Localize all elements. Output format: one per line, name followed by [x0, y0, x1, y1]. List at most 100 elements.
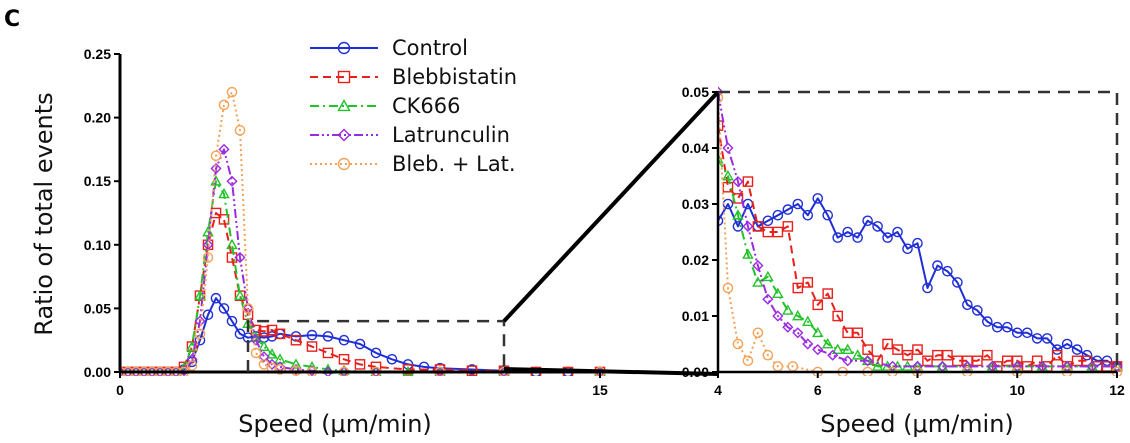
main-plot-area — [120, 86, 606, 376]
inset-point-control — [882, 232, 893, 243]
inset-x-tick-label: 10 — [1009, 382, 1025, 398]
inset-x-tick-label: 8 — [914, 382, 922, 398]
inset-point-control — [762, 215, 774, 227]
main-point-ck666 — [218, 187, 230, 199]
inset-point-bleb-lat — [762, 349, 774, 361]
inset-point-control — [842, 226, 853, 238]
inset-point-latrunculin — [772, 310, 784, 322]
inset-point-control — [802, 209, 814, 221]
main-point-ck666 — [234, 289, 246, 301]
zoom-connector-line-top — [502, 90, 720, 323]
main-point-bleb-lat — [202, 252, 214, 263]
inset-point-control — [1031, 333, 1043, 344]
inset-series-bleb-lat — [718, 92, 1123, 376]
inset-point-latrunculin — [862, 355, 874, 367]
inset-plot-area — [718, 86, 1123, 376]
main-point-blebbistatin — [218, 214, 230, 225]
inset-point-bleb-lat — [722, 282, 734, 294]
main-y-tick-label: 0.00 — [84, 364, 111, 380]
panel-label: C — [4, 7, 20, 32]
inset-point-ck666 — [742, 248, 754, 259]
inset-point-ck666 — [811, 326, 824, 338]
inset-chart: 0.00 0.01 0.02 0.03 0.04 0.05 4 6 8 10 12 Speed (μ… — [682, 84, 1125, 438]
inset-line-ck666 — [718, 158, 1117, 368]
inset-point-control — [972, 305, 983, 316]
inset-point-latrunculin — [827, 349, 839, 361]
inset-point-latrunculin — [752, 260, 764, 272]
inset-axes: 0.00 0.01 0.02 0.03 0.04 0.05 4 6 8 10 12 — [682, 84, 1125, 398]
main-series-ck666 — [120, 175, 606, 376]
main-point-ck666 — [290, 358, 302, 369]
legend-marker — [337, 128, 351, 142]
inset-point-control — [912, 237, 923, 249]
legend-label: CK666 — [392, 94, 461, 118]
legend-marker — [337, 70, 351, 84]
main-point-bleb-lat — [250, 347, 262, 359]
main-point-blebbistatin — [290, 334, 302, 346]
legend-item-ck666: CK666 — [310, 94, 461, 118]
main-point-blebbistatin — [402, 364, 414, 375]
inset-point-blebbistatin — [892, 344, 903, 355]
inset-point-blebbistatin — [792, 282, 804, 294]
legend-marker — [337, 99, 351, 112]
inset-point-blebbistatin — [982, 349, 993, 361]
inset-point-latrunculin — [842, 355, 854, 367]
main-point-latrunculin — [322, 366, 334, 376]
main-line-latrunculin — [120, 148, 600, 373]
zoom-connector — [246, 90, 720, 376]
inset-series-latrunculin — [718, 86, 1123, 372]
inset-y-tick-label: 0.05 — [682, 84, 709, 100]
inset-point-ck666 — [792, 309, 804, 321]
main-point-control — [386, 353, 398, 365]
inset-point-control — [952, 277, 963, 288]
main-point-control — [370, 347, 382, 359]
main-x-tick-label: 15 — [592, 382, 608, 398]
inset-point-control — [1011, 327, 1023, 339]
inset-x-axis-title: Speed (μm/min) — [820, 410, 1014, 438]
inset-point-blebbistatin — [1051, 349, 1063, 361]
inset-point-control — [1071, 344, 1083, 355]
main-point-control — [210, 292, 222, 304]
inset-point-control — [1021, 327, 1033, 339]
main-point-bleb-lat — [194, 328, 206, 340]
inset-point-latrunculin — [802, 338, 814, 350]
inset-point-ck666 — [772, 287, 784, 298]
legend-label: Control — [392, 36, 468, 60]
inset-x-tick-label: 6 — [814, 382, 822, 398]
inset-point-ck666 — [841, 343, 854, 354]
legend-label: Blebbistatin — [392, 65, 517, 89]
main-y-tick-label: 0.20 — [84, 110, 111, 126]
main-point-control — [202, 309, 214, 321]
main-point-blebbistatin — [266, 324, 278, 336]
main-y-tick-label: 0.05 — [84, 300, 111, 316]
main-axes: 0.00 0.05 0.10 0.15 0.20 0.25 0 15 — [84, 46, 608, 398]
inset-point-blebbistatin — [802, 277, 814, 288]
inset-line-bleb-lat — [718, 97, 1117, 373]
inset-line-control — [718, 197, 1118, 368]
inset-point-control — [792, 198, 804, 210]
main-point-latrunculin — [338, 366, 350, 376]
inset-point-blebbistatin — [962, 355, 973, 367]
inset-series-ck666 — [718, 153, 1123, 371]
main-point-control — [218, 303, 230, 314]
inset-point-blebbistatin — [852, 327, 863, 339]
inset-point-control — [922, 282, 933, 294]
main-point-bleb-lat — [226, 86, 238, 98]
inset-point-blebbistatin — [902, 349, 913, 361]
main-point-bleb-lat — [242, 303, 254, 314]
inset-point-blebbistatin — [882, 338, 893, 350]
legend-item-bleb-lat: Bleb. + Lat. — [310, 152, 516, 176]
main-point-bleb-lat — [274, 364, 286, 375]
legend: Control Blebbistatin CK666 Latrunculin Bleb.… — [310, 36, 517, 176]
inset-point-blebbistatin — [932, 349, 943, 361]
main-y-axis-title: Ratio of total events — [30, 92, 58, 335]
inset-y-tick-label: 0.02 — [682, 252, 709, 268]
main-point-bleb-lat — [218, 99, 230, 111]
main-point-control — [354, 338, 366, 350]
inset-point-ck666 — [752, 276, 764, 287]
legend-label: Bleb. + Lat. — [392, 152, 516, 176]
main-point-bleb-lat — [186, 360, 198, 371]
inset-point-blebbistatin — [862, 344, 873, 355]
main-y-tick-label: 0.15 — [84, 173, 111, 189]
